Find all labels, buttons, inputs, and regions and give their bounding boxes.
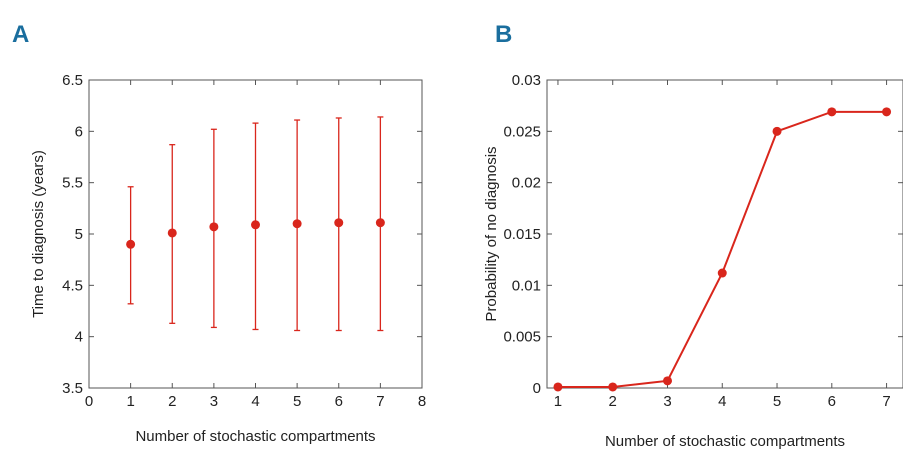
panel-a-data-point xyxy=(251,220,260,230)
panel-a-data-point xyxy=(375,218,385,228)
panel-a-x-tick-label: 3 xyxy=(210,393,218,410)
panel-a-x-tick-label: 1 xyxy=(126,393,134,410)
panel-a-x-tick-label: 8 xyxy=(418,393,426,410)
panel-a-data-point xyxy=(126,239,136,249)
panel-b-y-tick-label: 0.025 xyxy=(503,123,541,140)
panel-a-x-axis-label: Number of stochastic compartments xyxy=(135,428,375,445)
panel-a-data-point xyxy=(292,219,302,229)
panel-label-a: A xyxy=(12,21,29,48)
panel-a-y-tick-label: 5.5 xyxy=(62,175,83,192)
panel-a-y-tick-label: 4.5 xyxy=(62,277,83,294)
panel-b-y-axis-label: Probability of no diagnosis xyxy=(483,146,500,321)
panel-label-b: B xyxy=(495,21,512,48)
panel-b-x-tick-label: 4 xyxy=(718,393,726,410)
panel-b-x-tick-label: 2 xyxy=(609,393,617,410)
panel-a-x-tick-label: 4 xyxy=(251,393,259,410)
panel-b-y-tick-label: 0.03 xyxy=(512,72,541,89)
panel-b-data-point xyxy=(827,107,837,117)
panel-b-data-point xyxy=(662,376,672,386)
panel-b-plot-frame xyxy=(546,79,903,389)
panel-a-x-tick-label: 7 xyxy=(376,393,384,410)
panel-b-data-point xyxy=(717,268,727,278)
panel-a-y-tick-label: 6 xyxy=(75,123,83,140)
panel-b-x-tick-label: 3 xyxy=(663,393,671,410)
panel-b-x-tick-label: 7 xyxy=(882,393,890,410)
panel-b-x-tick-label: 5 xyxy=(773,393,781,410)
panel-a-data-point xyxy=(167,228,177,238)
panel-a-y-tick-label: 6.5 xyxy=(62,72,83,89)
panel-a-data-point xyxy=(209,222,219,232)
panel-b-series-line xyxy=(557,110,887,388)
panel-a-data-point xyxy=(334,218,344,228)
panel-b-data-point xyxy=(608,382,618,392)
panel-b-data-point xyxy=(772,126,782,136)
panel-a-x-tick-label: 6 xyxy=(335,393,343,410)
panel-a-x-tick-label: 0 xyxy=(85,393,93,410)
panel-a-x-tick-label: 2 xyxy=(168,393,176,410)
panel-b-y-tick-label: 0.02 xyxy=(512,175,541,192)
panel-b-y-tick-label: 0 xyxy=(533,380,541,397)
panel-b-data-point xyxy=(553,382,563,392)
panel-a-y-tick-label: 3.5 xyxy=(62,380,83,397)
panel-a-y-tick-label: 5 xyxy=(75,226,83,243)
panel-b-y-tick-label: 0.015 xyxy=(503,226,541,243)
panel-b-y-tick-label: 0.01 xyxy=(512,277,541,294)
panel-a-y-axis-label: Time to diagnosis (years) xyxy=(30,150,47,318)
panel-b-x-tick-label: 1 xyxy=(554,393,562,410)
panel-a-y-tick-label: 4 xyxy=(75,329,83,346)
panel-b-data-point xyxy=(882,107,892,117)
panel-b-y-tick-label: 0.005 xyxy=(503,329,541,346)
panel-a-x-tick-label: 5 xyxy=(293,393,301,410)
panel-b-x-axis-label: Number of stochastic compartments xyxy=(605,433,845,450)
panel-b-x-tick-label: 6 xyxy=(828,393,836,410)
